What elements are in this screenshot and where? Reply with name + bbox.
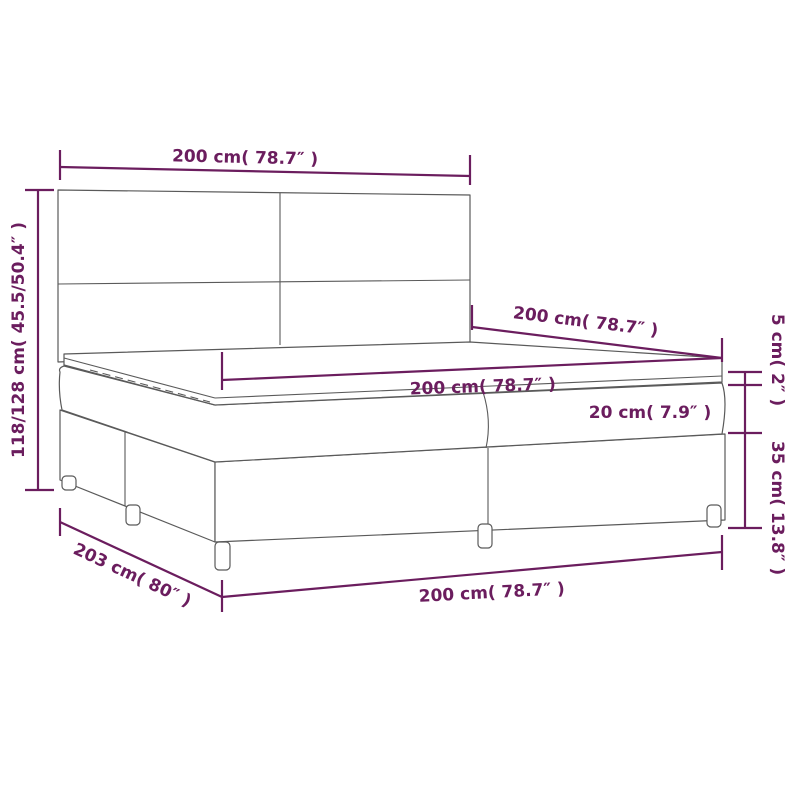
headboard: [57, 189, 471, 363]
mattress-height-label: 20 cm( 7.9″ ): [589, 403, 711, 423]
topper-height-label: 5 cm( 2″ ): [767, 314, 787, 406]
headboard-width-label: 200 cm( 78.7″ ): [172, 146, 319, 169]
total-height-label: 118/128 cm( 45.5/50.4″ ): [9, 222, 29, 458]
base-height-label: 35 cm( 13.8″ ): [767, 441, 787, 575]
bed-width-label: 200 cm( 78.7″ ): [418, 579, 565, 607]
legs: [61, 475, 722, 571]
dimension-lines: [25, 150, 762, 612]
mattress: [58, 365, 726, 463]
box-spring-base: [59, 409, 726, 543]
